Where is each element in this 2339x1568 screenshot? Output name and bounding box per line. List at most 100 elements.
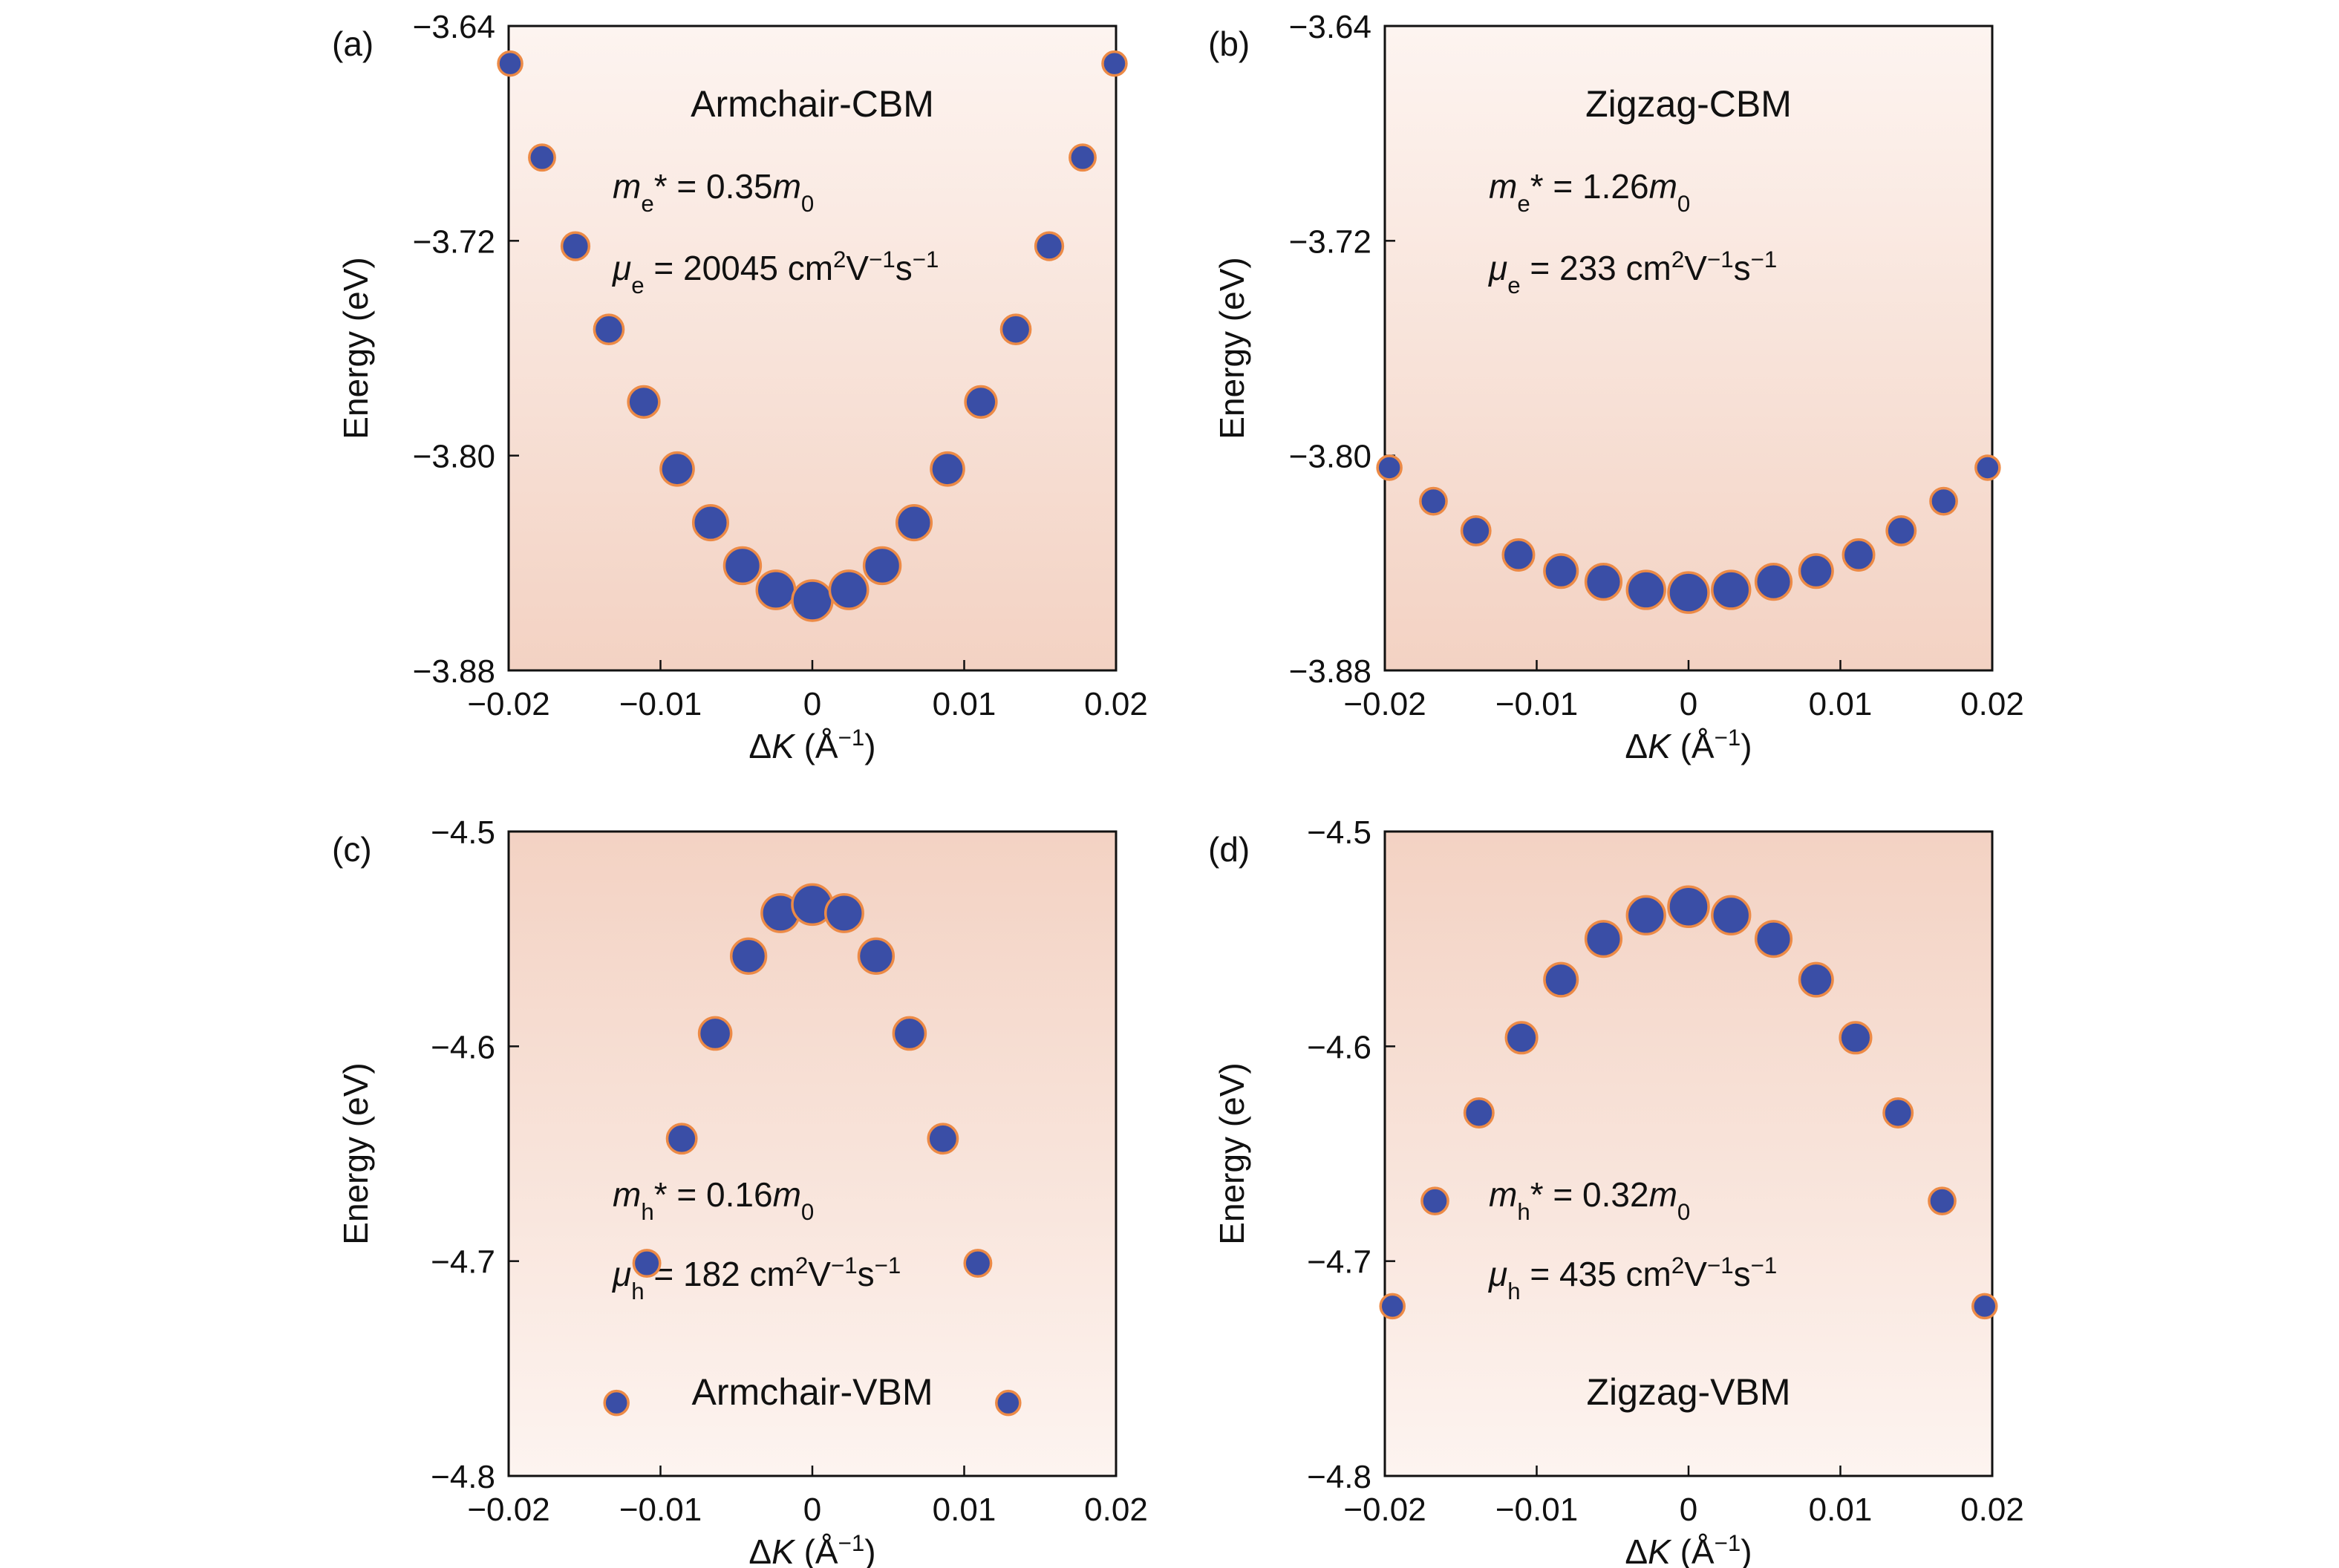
y-tick-label: −3.72 — [1289, 223, 1371, 260]
effective-mass-part: m — [613, 167, 641, 206]
mobility-part: s — [858, 1255, 875, 1293]
mobility-part: −1 — [869, 246, 896, 272]
data-point — [1501, 538, 1536, 572]
subplot-title: Armchair-CBM — [691, 83, 934, 125]
panel-label: (a) — [332, 24, 373, 63]
data-point — [1882, 1097, 1914, 1128]
data-point — [999, 313, 1032, 346]
effective-mass-part: * = 0.16 — [654, 1175, 773, 1214]
mobility-part: 2 — [833, 246, 846, 272]
y-tick-label: −4.8 — [431, 1459, 495, 1495]
x-axis-label: ΔK (Å−1) — [748, 725, 875, 766]
effective-mass-part: m — [1489, 1175, 1517, 1214]
x-tick-label: 0 — [803, 686, 821, 722]
y-tick-label: −4.8 — [1307, 1459, 1371, 1495]
plot-background — [509, 832, 1116, 1476]
x-axis-label-part: ) — [864, 727, 875, 765]
x-tick-label: 0.02 — [1960, 1492, 2024, 1528]
plot-background — [509, 26, 1116, 670]
x-tick-label: −0.01 — [619, 1492, 702, 1528]
effective-mass-part: 0 — [1677, 191, 1690, 217]
subplot: (b) −0.02 −0.01 0 0.01 0.02 −3.88 −3.80 −3.72 −3.… — [1208, 9, 2024, 765]
x-tick-label: −0.02 — [1343, 686, 1426, 722]
data-point — [995, 1389, 1022, 1417]
effective-mass-part: * = 0.32 — [1530, 1175, 1649, 1214]
data-point — [1543, 553, 1579, 589]
y-tick-label: −3.80 — [413, 439, 495, 475]
x-axis-label-part: −1 — [1715, 725, 1741, 751]
data-point — [1841, 538, 1876, 572]
plot-frame — [507, 830, 1118, 1477]
data-point — [627, 385, 661, 419]
effective-mass: mh* = 0.16m0 — [613, 1175, 814, 1225]
y-tick-label: −3.72 — [413, 223, 495, 260]
x-tick-label: −0.01 — [1495, 1492, 1578, 1528]
mobility: μe = 20045 cm2V−1s−1 — [612, 246, 939, 298]
effective-mass-part: e — [1517, 191, 1530, 217]
data-point — [828, 569, 870, 610]
data-point — [1379, 1293, 1406, 1320]
mobility-part: −1 — [1707, 1252, 1734, 1278]
data-point — [1463, 1097, 1495, 1128]
x-tick-label: 0.02 — [1960, 686, 2024, 722]
y-axis-label: Energy (eV) — [1213, 257, 1251, 439]
mobility-part: = 182 cm — [645, 1255, 795, 1293]
x-tick-label: 0.02 — [1084, 1492, 1148, 1528]
mobility-part: −1 — [1751, 1252, 1778, 1278]
data-point — [1754, 920, 1793, 958]
data-point — [755, 569, 797, 610]
plot-frame — [1383, 24, 1994, 672]
mobility: μh = 435 cm2V−1s−1 — [1488, 1252, 1777, 1304]
mobility-part: −1 — [1707, 246, 1734, 272]
effective-mass-part: m — [773, 167, 801, 206]
data-point — [1711, 895, 1752, 936]
effective-mass: mh* = 0.32m0 — [1489, 1175, 1690, 1225]
data-point — [930, 451, 965, 487]
y-tick-label: −4.5 — [431, 814, 495, 851]
x-axis-label-part: (Å — [795, 727, 838, 765]
subplot: (c) −0.02 −0.01 0 0.01 0.02 −4.8 −4.7 −4.6 −4.5 ΔK… — [332, 814, 1148, 1568]
data-point — [1034, 231, 1065, 261]
mobility-part: V — [1684, 1255, 1707, 1293]
data-point — [665, 1123, 698, 1155]
data-point — [1419, 486, 1448, 516]
data-point — [697, 1016, 733, 1051]
data-point — [1754, 563, 1793, 601]
y-tick-label: −3.88 — [1289, 653, 1371, 690]
mobility-part: V — [846, 249, 869, 287]
data-point — [895, 504, 933, 542]
x-axis-label-part: (Å — [1671, 1532, 1715, 1568]
subplot-title: Zigzag-VBM — [1586, 1371, 1790, 1413]
data-point — [1928, 1186, 1957, 1215]
data-point — [964, 385, 998, 419]
data-point — [1885, 515, 1917, 546]
data-point — [1069, 143, 1097, 172]
x-tick-label: −0.02 — [1343, 1492, 1426, 1528]
x-tick-label: −0.01 — [619, 686, 702, 722]
effective-mass-part: * = 0.35 — [654, 167, 773, 206]
x-axis-label-part: −1 — [838, 725, 865, 751]
effective-mass-part: 0 — [801, 191, 814, 217]
x-tick-label: 0 — [1680, 686, 1697, 722]
data-point — [1625, 569, 1666, 610]
x-axis-label-part: K — [771, 727, 796, 765]
subplot: (a) −0.02 −0.01 0 0.01 0.02 −3.88 −3.80 −3.72 −3.… — [332, 9, 1148, 765]
mobility-part: 2 — [1671, 246, 1684, 272]
mobility-part: V — [808, 1255, 831, 1293]
data-point — [927, 1123, 959, 1155]
effective-mass-part: m — [613, 1175, 641, 1214]
plot-frame — [507, 24, 1118, 672]
data-point — [1101, 50, 1128, 77]
effective-mass-part: * = 1.26 — [1530, 167, 1649, 206]
data-point — [1625, 895, 1666, 936]
data-point — [722, 546, 763, 586]
data-point — [497, 50, 523, 77]
mobility-part: μ — [1488, 1255, 1507, 1293]
subplot-title: Zigzag-CBM — [1585, 83, 1792, 125]
effective-mass-part: m — [773, 1175, 801, 1214]
x-axis-label-part: Δ — [1625, 1532, 1648, 1568]
mobility-part: = 233 cm — [1521, 249, 1671, 287]
subplot-title: Armchair-VBM — [691, 1371, 933, 1413]
x-tick-label: 0.01 — [1809, 1492, 1873, 1528]
